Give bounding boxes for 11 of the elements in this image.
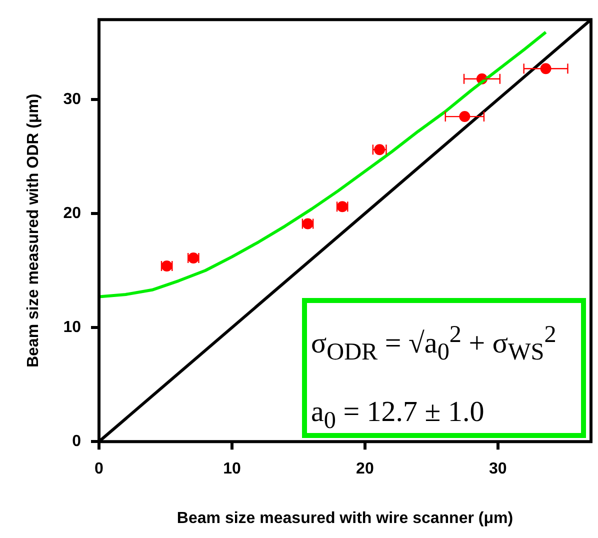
y-tick-label: 20 [63, 204, 82, 222]
y-axis-title: Beam size measured with ODR (μm) [25, 94, 42, 368]
x-tick-label: 10 [223, 460, 241, 478]
y-tick-label: 30 [63, 90, 82, 108]
y-tick-label: 10 [63, 318, 82, 336]
x-axis-title: Beam size measured with wire scanner (μm) [176, 510, 514, 527]
x-tick-label: 30 [489, 460, 507, 478]
x-tick-label: 0 [94, 460, 104, 478]
annotation: a$_{0}$ = 12.7 ± 1.0 [311, 395, 486, 436]
y-tick-label: 0 [72, 433, 82, 450]
x-tick-label: 20 [356, 460, 374, 478]
